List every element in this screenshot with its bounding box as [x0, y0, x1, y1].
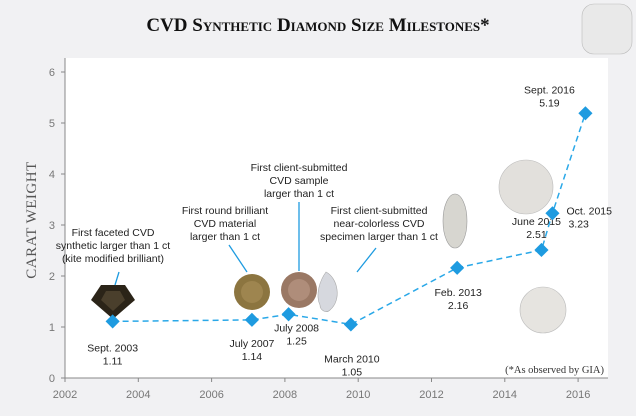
data-label-value: 1.05	[342, 366, 363, 378]
annotation-text: First round brilliant	[182, 205, 268, 217]
annotation-text: larger than 1 ct	[190, 231, 260, 243]
annotation-text: near-colorless CVD	[333, 218, 424, 230]
x-tick-label: 2006	[199, 389, 223, 401]
annotation-text: specimen larger than 1 ct	[320, 231, 438, 243]
y-tick-label: 1	[49, 322, 55, 334]
x-tick-label: 2004	[126, 389, 150, 401]
data-label-value: 3.23	[568, 218, 589, 230]
annotation-text: (kite modified brilliant)	[62, 253, 164, 265]
plot-area	[65, 58, 608, 378]
data-point	[534, 242, 549, 258]
leader-line	[114, 271, 120, 286]
annotation-text: First client-submitted	[331, 205, 428, 217]
x-tick-label: 2014	[493, 389, 517, 401]
data-point	[343, 317, 358, 332]
facet-highlight	[288, 279, 310, 301]
annotation-text: larger than 1 ct	[264, 188, 334, 200]
annotation-text: First faceted CVD	[72, 227, 155, 239]
y-tick-label: 5	[49, 118, 55, 130]
annotation-text: First client-submitted	[251, 162, 348, 174]
y-tick-label: 0	[49, 373, 55, 385]
kite-diamond-image	[91, 285, 135, 319]
source-note: (*As observed by GIA)	[505, 365, 604, 376]
y-tick-label: 2	[49, 271, 55, 283]
data-label-value: 2.16	[448, 300, 469, 312]
chart-title: CVD Synthetic Diamond Size Milestones*	[146, 15, 489, 36]
data-label-value: 1.11	[103, 355, 123, 367]
data-label-date: Sept. 2003	[87, 342, 138, 354]
cushion-diamond-image	[581, 3, 633, 55]
x-tick-label: 2008	[273, 389, 297, 401]
y-tick-label: 3	[49, 220, 55, 232]
data-label-date: June 2015	[512, 216, 561, 228]
annotation-text: synthetic larger than 1 ct	[56, 240, 170, 252]
marquise-diamond-image	[442, 193, 468, 249]
data-point	[578, 106, 593, 121]
axes: 0 1 2 3 4 5 6 2002 2004 2006 2008 2010 2012 2014 2016	[49, 58, 608, 401]
data-label-date: Feb. 2013	[435, 287, 482, 299]
leader-line	[356, 247, 377, 273]
data-point	[450, 260, 465, 275]
x-tick-label: 2010	[346, 389, 370, 401]
data-point	[244, 312, 259, 327]
data-label-value: 5.19	[539, 97, 560, 109]
diamond-images	[91, 3, 633, 334]
data-point	[545, 206, 560, 221]
round-diamond-oct-2015-image	[498, 159, 554, 215]
data-label-value: 1.25	[286, 335, 307, 347]
facet-highlight	[241, 281, 263, 303]
data-label-date: July 2007	[229, 338, 274, 350]
x-tick-label: 2002	[53, 389, 77, 401]
data-label-value: 1.14	[242, 351, 263, 363]
y-tick-label: 4	[49, 169, 55, 181]
annotation-text: CVD material	[194, 218, 256, 230]
y-axis-label: CARAT WEIGHT	[24, 161, 40, 279]
x-tick-label: 2012	[419, 389, 443, 401]
leader-line	[228, 244, 248, 273]
round-diamond-june-2015-image	[519, 286, 567, 334]
data-label-date: March 2010	[324, 353, 380, 365]
data-label-value: 2.51	[526, 229, 547, 241]
data-point	[281, 307, 296, 322]
data-label-date: July 2008	[274, 322, 319, 334]
annotation-text: CVD sample	[270, 175, 329, 187]
data-label-date: Sept. 2016	[524, 84, 575, 96]
data-point	[105, 314, 120, 329]
pear-diamond-image	[317, 271, 338, 312]
y-tick-label: 6	[49, 67, 55, 79]
x-tick-label: 2016	[566, 389, 590, 401]
data-label-date: Oct. 2015	[566, 205, 612, 217]
